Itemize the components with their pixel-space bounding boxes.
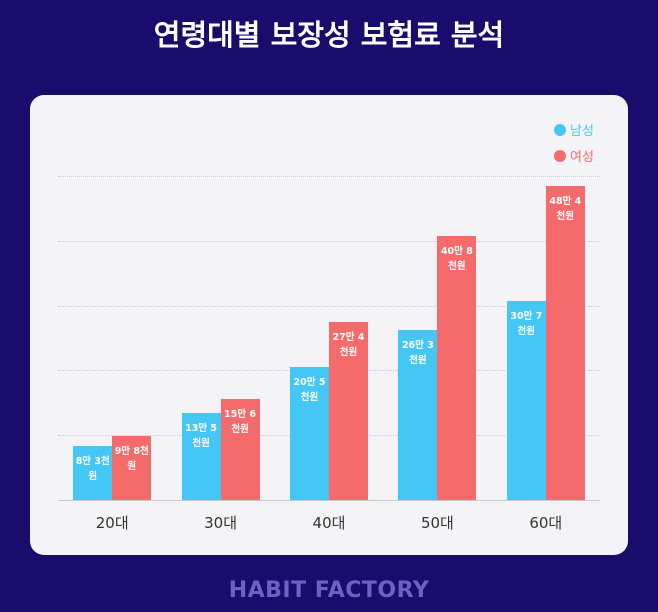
legend-item: 여성	[554, 146, 594, 165]
value-label: 9만 8천원	[114, 446, 149, 473]
bar: 40만 8천원	[437, 235, 477, 500]
grid-line	[58, 176, 600, 177]
value-label: 48만 4천원	[549, 196, 582, 223]
bar: 15만 6천원	[220, 398, 260, 500]
value-label: 20만 5천원	[293, 377, 326, 404]
legend-swatch	[554, 123, 566, 136]
bar: 20만 5천원	[290, 367, 329, 500]
x-tick-label: 30대	[204, 514, 238, 532]
bar: 30만 7천원	[506, 301, 546, 500]
value-label: 8만 3천원	[75, 456, 110, 483]
bar: 27만 4천원	[329, 322, 368, 500]
legend-label: 남성	[570, 124, 594, 139]
bar: 8만 3천원	[73, 446, 113, 500]
bar: 13만 5천원	[181, 412, 221, 500]
grid-line	[58, 240, 600, 242]
value-label: 30만 7천원	[510, 311, 543, 338]
grid-line	[58, 305, 600, 307]
x-tick-label: 60대	[529, 514, 563, 532]
value-label: 13만 5천원	[185, 422, 218, 449]
chart-title: 연령대별 보장성 보험료 분석	[153, 18, 505, 52]
value-label: 26만 3천원	[401, 339, 434, 366]
baseline	[58, 500, 600, 501]
bar: 9만 8천원	[112, 436, 152, 500]
legend-swatch	[554, 149, 566, 162]
bar: 26만 3천원	[398, 329, 438, 500]
footer-brand: HABIT FACTORY	[228, 578, 430, 603]
value-label: 27만 4천원	[332, 332, 365, 359]
x-tick-label: 50대	[420, 514, 454, 532]
value-label: 15만 6천원	[224, 408, 257, 435]
legend-label: 여성	[570, 150, 594, 165]
bar: 48만 4천원	[545, 186, 585, 500]
legend-item: 남성	[554, 120, 594, 139]
value-label: 40만 8천원	[440, 245, 473, 272]
x-tick-label: 20대	[95, 514, 129, 532]
x-tick-label: 40대	[312, 514, 346, 532]
